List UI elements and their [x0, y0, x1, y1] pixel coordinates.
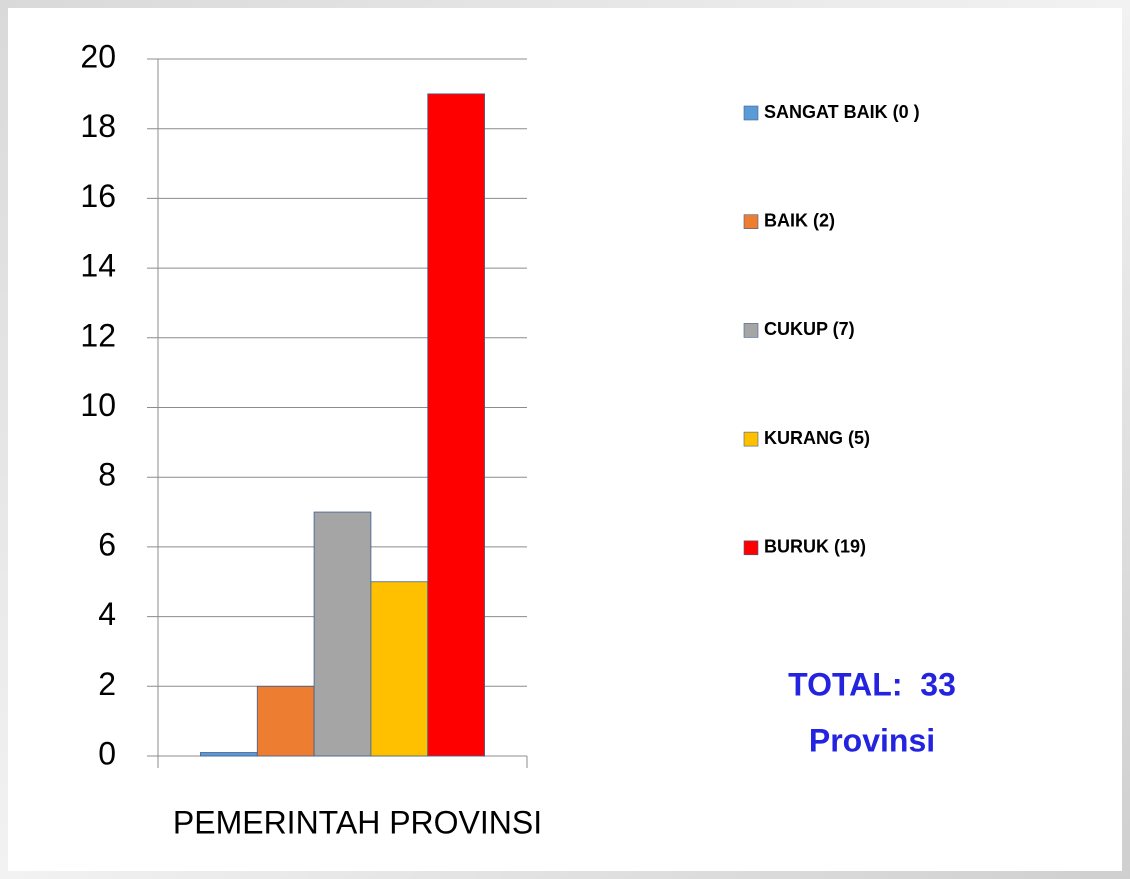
y-tick-label: 6 — [98, 526, 116, 562]
legend-swatch — [743, 214, 759, 229]
y-tick-label: 8 — [98, 457, 116, 493]
y-tick-label: 10 — [80, 387, 116, 423]
y-tick-label: 18 — [80, 108, 116, 144]
bar — [200, 752, 258, 757]
legend-label: BAIK (2) — [764, 210, 835, 230]
bar — [370, 581, 429, 757]
bar — [313, 511, 372, 757]
legend-swatch — [743, 323, 759, 338]
y-tick-label: 4 — [98, 596, 116, 632]
legend-swatch — [743, 431, 759, 447]
y-tick-label: 12 — [80, 317, 116, 353]
y-tick-label: 0 — [98, 735, 116, 771]
y-tick-label: 2 — [98, 666, 116, 702]
bar — [427, 93, 485, 757]
legend-label: CUKUP (7) — [764, 319, 855, 339]
x-tick-label: PEMERINTAH PROVINSI — [173, 804, 542, 840]
legend-label: SANGAT BAIK (0 ) — [764, 102, 920, 122]
legend-label: BURUK (19) — [764, 537, 866, 557]
legend-swatch — [743, 540, 759, 556]
y-tick-label: 14 — [80, 248, 116, 284]
annotation: Provinsi — [809, 722, 935, 758]
panel — [8, 8, 1122, 871]
bar — [256, 685, 315, 757]
y-tick-label: 16 — [80, 178, 116, 214]
legend-swatch — [743, 105, 759, 121]
y-tick-label: 20 — [80, 38, 116, 74]
annotation: TOTAL: 33 — [788, 666, 956, 702]
legend-label: KURANG (5) — [764, 428, 870, 448]
